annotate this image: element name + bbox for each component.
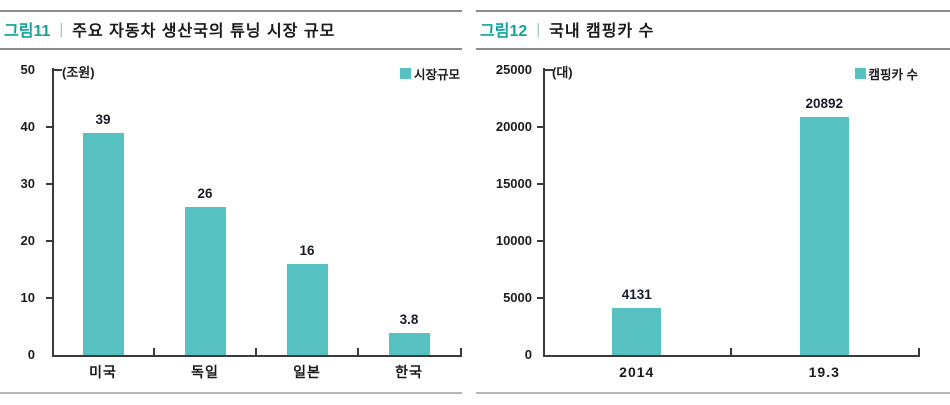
y-tick-label: 25000 <box>495 62 532 77</box>
figure-number: 그림11 <box>4 23 51 40</box>
y-tick <box>537 297 543 299</box>
x-axis <box>52 355 462 357</box>
bar-value-label: 39 <box>95 111 111 127</box>
y-tick-label: 30 <box>20 176 35 191</box>
y-axis-cap-tick <box>54 69 62 71</box>
x-axis-end-tick <box>460 348 462 356</box>
bottom-rule <box>476 392 950 394</box>
legend-swatch-icon <box>399 68 411 79</box>
legend-label: 시장규모 <box>413 68 460 82</box>
legend-swatch-icon <box>854 68 866 79</box>
y-tick-label: 20000 <box>495 119 532 134</box>
figure-11-panel: 그림11 | 주요 자동차 생산국의 튜닝 시장 규모 (조원) 시장규모 0 1… <box>0 0 462 405</box>
y-tick-label: 10000 <box>495 233 532 248</box>
bar <box>82 132 124 355</box>
y-tick <box>537 183 543 185</box>
y-tick <box>46 183 52 185</box>
figure-number: 그림12 <box>480 23 528 40</box>
y-tick <box>46 126 52 128</box>
y-axis <box>543 68 545 357</box>
y-tick-label: 15000 <box>495 176 532 191</box>
x-category-label: 미국 <box>89 364 117 380</box>
y-tick-label: 40 <box>20 119 35 134</box>
bar-value-label: 4131 <box>621 286 652 302</box>
top-rule <box>0 10 462 12</box>
x-category-label: 독일 <box>191 364 219 380</box>
bar <box>388 333 430 355</box>
y-axis-cap-tick <box>545 69 553 71</box>
bar-value-label: 3.8 <box>399 312 419 328</box>
x-tick <box>255 348 257 356</box>
x-category-label: 19.3 <box>808 364 840 380</box>
title-rule <box>0 48 462 50</box>
y-tick-label: 0 <box>27 347 35 362</box>
x-axis <box>543 355 920 357</box>
bar <box>286 263 328 355</box>
legend-label: 캠핑카 수 <box>868 68 918 82</box>
y-axis <box>52 68 54 357</box>
x-tick <box>729 348 732 356</box>
x-tick <box>357 348 359 356</box>
x-category-label: 한국 <box>395 364 423 380</box>
top-rule <box>476 10 950 12</box>
y-tick <box>46 297 52 299</box>
x-category-label: 2014 <box>619 364 655 380</box>
y-tick-label: 0 <box>524 347 532 362</box>
y-tick <box>46 240 52 242</box>
y-tick <box>537 126 543 128</box>
bar <box>184 206 226 355</box>
figure-title: 주요 자동차 생산국의 튜닝 시장 규모 <box>72 23 336 40</box>
x-axis-end-tick <box>918 348 920 356</box>
bar-value-label: 26 <box>197 185 213 201</box>
x-tick <box>153 348 155 356</box>
figure-12-header: 그림12 | 국내 캠핑카 수 <box>480 17 654 41</box>
figure-separator: | <box>536 20 541 38</box>
legend: 캠핑카 수 <box>854 64 918 83</box>
figure-title: 국내 캠핑카 수 <box>549 23 655 40</box>
y-tick-label: 50 <box>20 62 35 77</box>
y-axis-unit-label: (대) <box>552 65 573 80</box>
title-rule <box>476 48 950 50</box>
y-tick-label: 5000 <box>503 290 532 305</box>
y-tick <box>537 240 543 242</box>
bar-value-label: 16 <box>299 242 315 258</box>
y-tick-label: 10 <box>20 290 35 305</box>
figure-11-header: 그림11 | 주요 자동차 생산국의 튜닝 시장 규모 <box>4 17 335 41</box>
y-tick-label: 20 <box>20 233 35 248</box>
bar-value-label: 20892 <box>805 95 844 111</box>
legend: 시장규모 <box>399 64 460 83</box>
figure-separator: | <box>59 20 64 38</box>
x-category-label: 일본 <box>293 364 321 380</box>
y-axis-unit-label: (조원) <box>62 65 95 80</box>
bar <box>799 116 849 355</box>
figure-12-panel: 그림12 | 국내 캠핑카 수 (대) 캠핑카 수 0 5000 10000 1500… <box>476 0 950 405</box>
bar <box>612 307 662 355</box>
bottom-rule <box>0 392 462 394</box>
